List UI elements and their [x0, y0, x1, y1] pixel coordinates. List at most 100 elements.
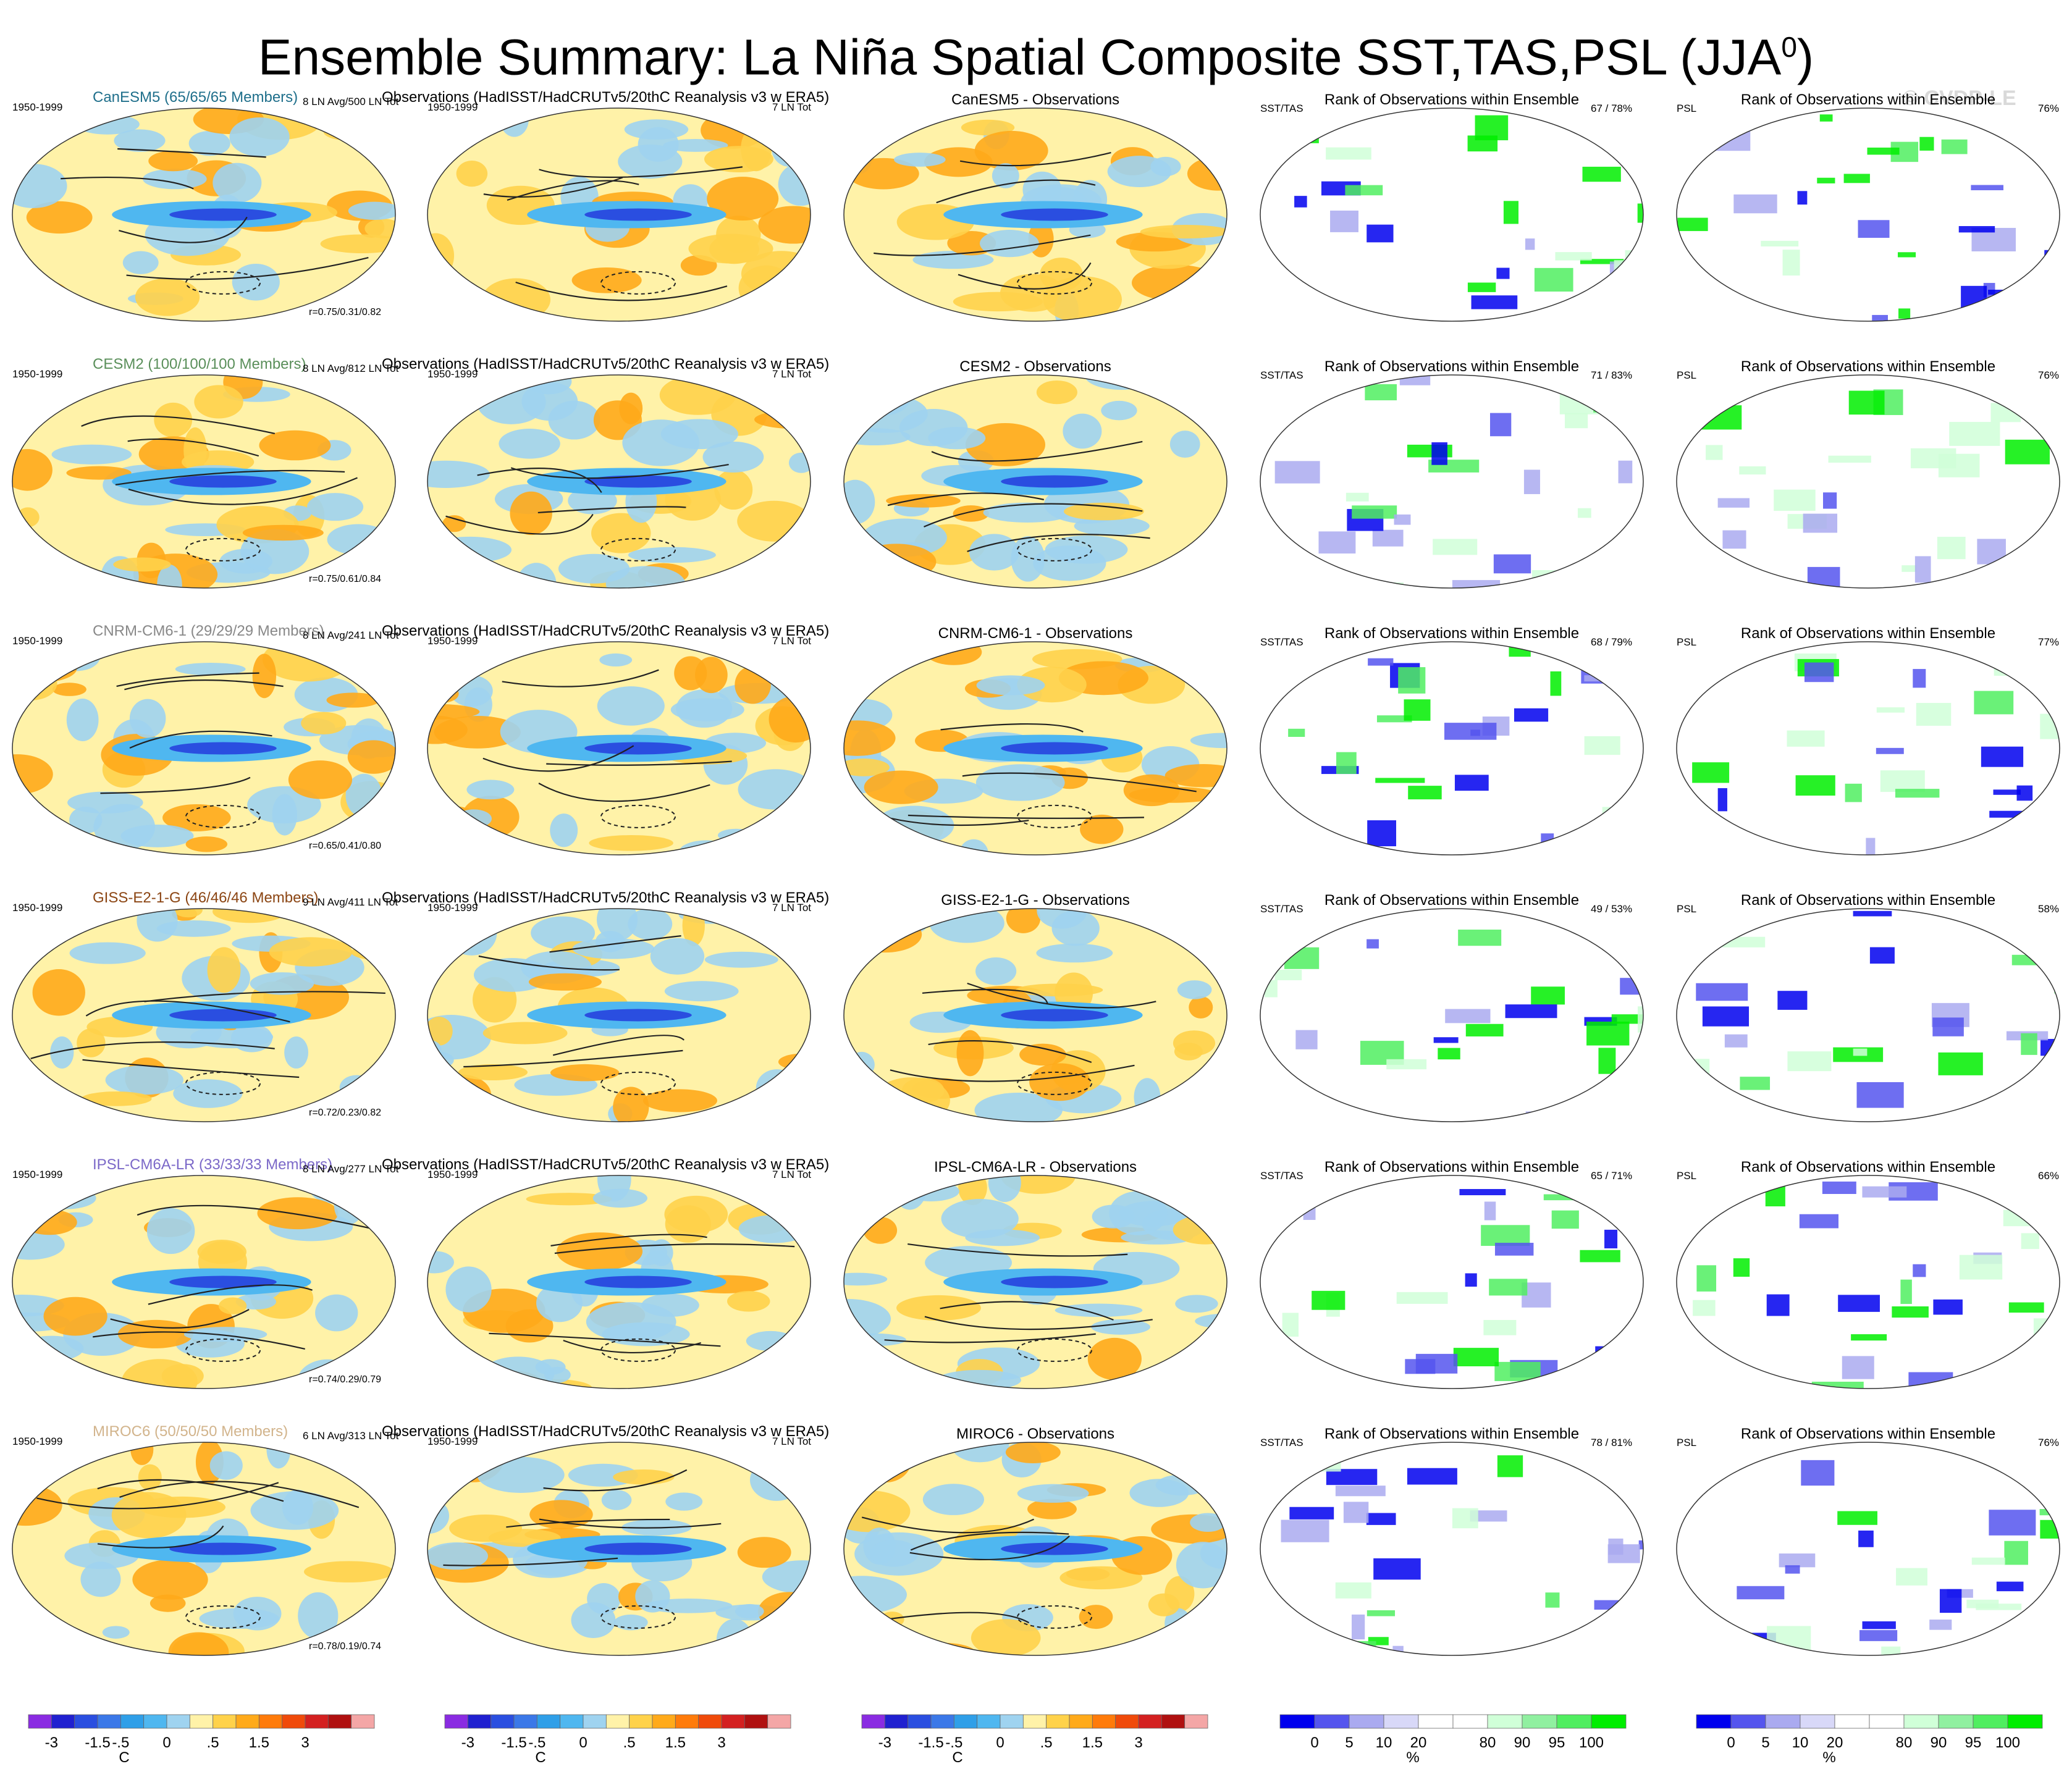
- colorbar-unit: C: [535, 1749, 546, 1766]
- temperature-colorbar-2-swatch-5: [977, 1714, 1001, 1729]
- rank-colorbar-0-swatch-8: [1556, 1714, 1592, 1729]
- observations-title-5: Observations (HadISST/HadCRUTv5/20thC Re…: [382, 1423, 830, 1440]
- sst-tas-label: SST/TAS: [1260, 369, 1303, 381]
- rank-psl-value-3: 58%: [2038, 903, 2060, 915]
- temp-map-5-2: [843, 1442, 1228, 1656]
- obs-count-label: 7 LN Tot: [772, 101, 812, 113]
- rank-colorbar-0-swatch-1: [1314, 1714, 1350, 1729]
- temp-map-0-1: [427, 107, 811, 322]
- colorbar-tick: -1.5: [85, 1734, 111, 1751]
- difference-title-4: IPSL-CM6A-LR - Observations: [933, 1159, 1137, 1175]
- temperature-colorbar-0-swatch-14: [351, 1714, 375, 1729]
- difference-title-2: CNRM-CM6-1 - Observations: [938, 625, 1133, 642]
- correlation-label-5: r=0.78/0.19/0.74: [309, 1641, 381, 1652]
- rank-map-1-3: [1260, 374, 1644, 589]
- colorbar-tick: 1.5: [1082, 1734, 1103, 1751]
- rank-colorbar-1-swatch-6: [1903, 1714, 1939, 1729]
- temperature-colorbar-2-swatch-2: [908, 1714, 932, 1729]
- temperature-colorbar-2-swatch-3: [930, 1714, 954, 1729]
- colorbar-unit: C: [952, 1749, 963, 1766]
- rank-sst-value-5: 78 / 81%: [1591, 1437, 1633, 1448]
- rank-sst-title-0: Rank of Observations within Ensemble: [1324, 91, 1580, 108]
- period-label: 1950-1999: [427, 1169, 478, 1180]
- psl-label: PSL: [1677, 103, 1697, 114]
- rank-colorbar-1-swatch-7: [1938, 1714, 1974, 1729]
- temperature-colorbar-0-swatch-7: [189, 1714, 214, 1729]
- temperature-colorbar-1: [444, 1714, 791, 1729]
- period-label: 1950-1999: [427, 1435, 478, 1447]
- model-title-4: IPSL-CM6A-LR (33/33/33 Members): [93, 1156, 333, 1173]
- correlation-label-0: r=0.75/0.31/0.82: [309, 307, 381, 317]
- member-count-2: 8 LN Avg/241 LN Tot: [303, 629, 399, 641]
- temperature-colorbar-1-swatch-7: [605, 1714, 630, 1729]
- watermark: © CVDP-LE: [1903, 86, 2016, 110]
- temperature-colorbar-0-swatch-9: [235, 1714, 259, 1729]
- colorbar-tick: 0: [1727, 1734, 1735, 1751]
- rank-map-5-3: [1260, 1442, 1644, 1656]
- colorbar-tick: 0: [162, 1734, 171, 1751]
- period-label: 1950-1999: [12, 1169, 63, 1180]
- member-count-5: 6 LN Avg/313 LN Tot: [303, 1430, 399, 1442]
- temperature-colorbar-0-swatch-8: [213, 1714, 237, 1729]
- temp-map-3-2: [843, 908, 1228, 1122]
- rank-sst-title-5: Rank of Observations within Ensemble: [1324, 1426, 1580, 1442]
- obs-count-label: 7 LN Tot: [772, 902, 812, 914]
- rank-colorbar-1-swatch-8: [1973, 1714, 2008, 1729]
- colorbar-tick: -.5: [112, 1734, 130, 1751]
- temperature-colorbar-1-swatch-10: [675, 1714, 699, 1729]
- psl-label: PSL: [1677, 369, 1697, 381]
- rank-sst-value-2: 68 / 79%: [1591, 636, 1633, 648]
- temperature-colorbar-1-swatch-1: [467, 1714, 492, 1729]
- colorbar-tick: 3: [717, 1734, 726, 1751]
- temp-map-5-1: [427, 1442, 811, 1656]
- temperature-colorbar-0-swatch-12: [305, 1714, 329, 1729]
- rank-colorbar-1-swatch-0: [1696, 1714, 1732, 1729]
- psl-label: PSL: [1677, 1170, 1697, 1182]
- rank-sst-value-0: 67 / 78%: [1591, 103, 1633, 114]
- colorbar-tick: 20: [1410, 1734, 1427, 1751]
- temperature-colorbar-1-swatch-14: [767, 1714, 791, 1729]
- difference-title-1: CESM2 - Observations: [959, 358, 1111, 375]
- rank-sst-value-3: 49 / 53%: [1591, 903, 1633, 915]
- rank-psl-value-5: 76%: [2038, 1437, 2060, 1448]
- colorbar-tick: 80: [1479, 1734, 1496, 1751]
- rank-colorbar-1-swatch-5: [1869, 1714, 1905, 1729]
- colorbar-tick: .5: [1040, 1734, 1053, 1751]
- member-count-1: 8 LN Avg/812 LN Tot: [303, 363, 399, 374]
- rank-map-2-4: [1676, 641, 2060, 855]
- obs-count-label: 7 LN Tot: [772, 635, 812, 647]
- period-label: 1950-1999: [12, 368, 63, 380]
- colorbar-tick: 1.5: [665, 1734, 686, 1751]
- colorbar-tick: 0: [579, 1734, 587, 1751]
- rank-psl-title-0: Rank of Observations within Ensemble: [1740, 91, 1996, 108]
- temperature-colorbar-1-swatch-11: [698, 1714, 722, 1729]
- rank-map-3-4: [1676, 908, 2060, 1122]
- sst-tas-label: SST/TAS: [1260, 103, 1303, 114]
- temperature-colorbar-2-swatch-9: [1069, 1714, 1093, 1729]
- temperature-colorbar-2-swatch-1: [884, 1714, 909, 1729]
- rank-map-1-4: [1676, 374, 2060, 589]
- rank-psl-value-2: 77%: [2038, 636, 2060, 648]
- period-label: 1950-1999: [12, 101, 63, 113]
- temp-map-3-1: [427, 908, 811, 1122]
- colorbar-tick: 3: [301, 1734, 310, 1751]
- obs-count-label: 7 LN Tot: [772, 368, 812, 380]
- temp-map-1-1: [427, 374, 811, 589]
- temperature-colorbar-2-swatch-7: [1022, 1714, 1047, 1729]
- rank-psl-title-4: Rank of Observations within Ensemble: [1740, 1159, 1996, 1175]
- colorbar-tick: 95: [1548, 1734, 1565, 1751]
- temperature-colorbar-0-swatch-4: [120, 1714, 145, 1729]
- temperature-colorbar-1-swatch-8: [629, 1714, 653, 1729]
- colorbar-tick: 0: [996, 1734, 1004, 1751]
- rank-colorbar-1-swatch-1: [1730, 1714, 1766, 1729]
- observations-title-4: Observations (HadISST/HadCRUTv5/20thC Re…: [382, 1156, 830, 1173]
- colorbar-tick: 90: [1514, 1734, 1531, 1751]
- colorbar-tick: 3: [1134, 1734, 1143, 1751]
- rank-map-3-3: [1260, 908, 1644, 1122]
- observations-title-2: Observations (HadISST/HadCRUTv5/20thC Re…: [382, 623, 830, 639]
- colorbar-tick: -.5: [528, 1734, 546, 1751]
- temp-map-4-0: [12, 1175, 396, 1389]
- colorbar-unit: C: [119, 1749, 130, 1766]
- colorbar-unit: %: [1406, 1749, 1420, 1766]
- period-label: 1950-1999: [12, 635, 63, 647]
